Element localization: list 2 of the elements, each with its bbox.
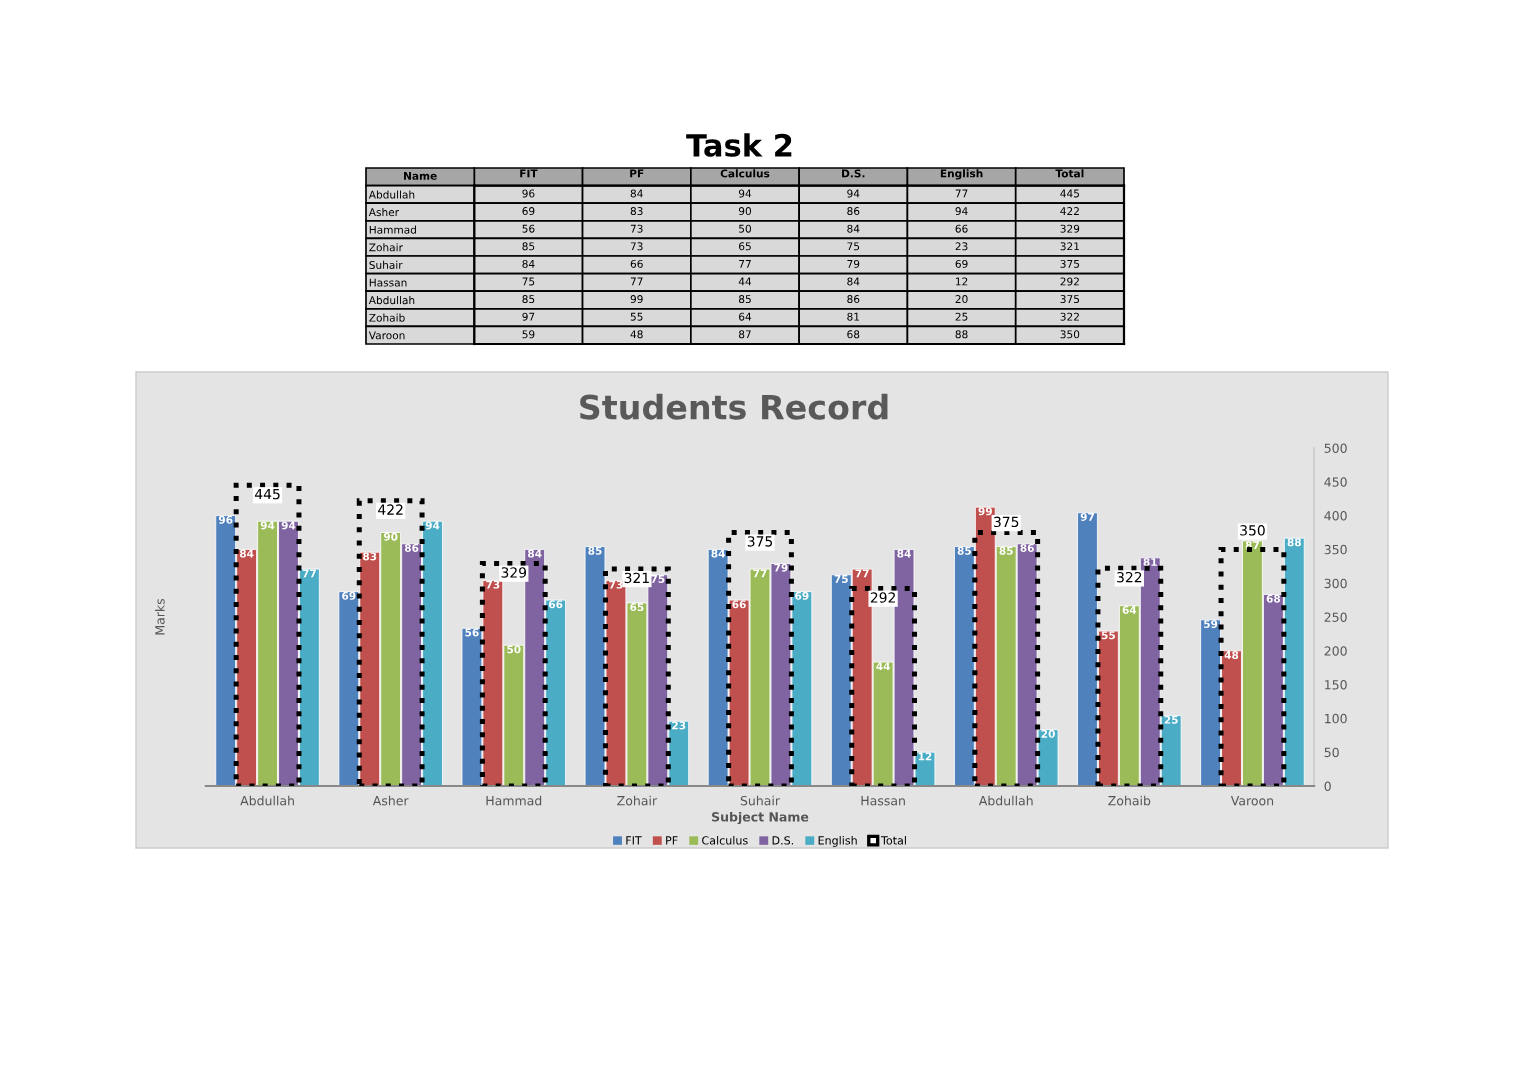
- chart-title: Students Record: [580, 393, 888, 420]
- chart-title: Task 2: [686, 133, 792, 157]
